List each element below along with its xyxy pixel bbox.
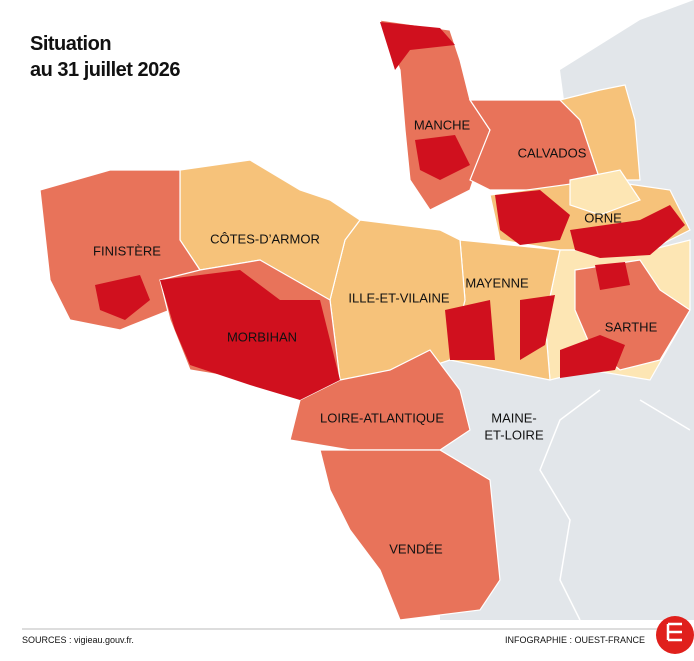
dept-label: SARTHE <box>605 319 658 334</box>
dept-label: MAYENNE <box>465 275 529 290</box>
dept-label: LOIRE-ATLANTIQUE <box>320 410 444 425</box>
title: au 31 juillet 2026 <box>30 59 180 81</box>
dept-label: CÔTES-D’ARMOR <box>210 231 320 246</box>
credit: INFOGRAPHIE : OUEST-FRANCE <box>505 635 645 645</box>
title: Situation <box>30 33 111 55</box>
dept-labels: MANCHE CALVADOS ORNE FINISTÈRE CÔTES-D’A… <box>93 117 658 556</box>
logo <box>656 616 694 654</box>
dept-label: ILLE-ET-VILAINE <box>348 290 449 305</box>
dept-label: FINISTÈRE <box>93 243 161 258</box>
dept-label: ET-LOIRE <box>484 427 544 442</box>
dept-label: MANCHE <box>414 117 471 132</box>
dept-label: CALVADOS <box>518 145 587 160</box>
dept-label: VENDÉE <box>389 541 443 556</box>
dept-label: ORNE <box>584 210 622 225</box>
dept-label: MAINE- <box>491 410 537 425</box>
dept-label: MORBIHAN <box>227 329 297 344</box>
dark-zones <box>95 22 685 400</box>
sources: SOURCES : vigieau.gouv.fr. <box>22 635 134 645</box>
